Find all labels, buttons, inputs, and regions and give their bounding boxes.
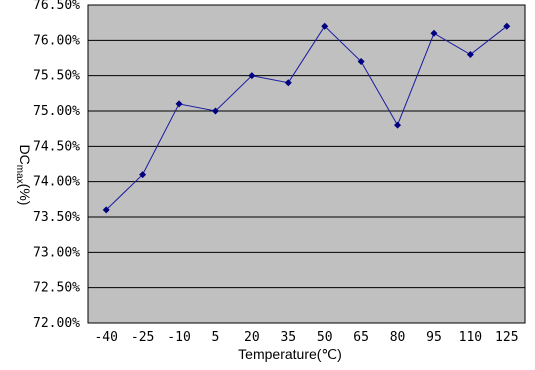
x-tick-label: 110 <box>459 330 482 345</box>
x-tick-label: -40 <box>94 330 117 345</box>
data-point <box>211 107 219 115</box>
x-axis-label: Temperature(℃) <box>238 346 342 362</box>
x-tick-label: -25 <box>131 330 154 345</box>
y-tick-label: 72.50% <box>33 281 80 296</box>
data-point <box>357 58 365 66</box>
x-tick-label: 35 <box>280 330 296 345</box>
data-point <box>503 22 511 30</box>
y-tick-label: 73.00% <box>33 245 80 260</box>
y-axis-label-unit: (%) <box>17 184 33 206</box>
y-tick-label: 76.50% <box>33 0 80 13</box>
x-tick-label: 65 <box>353 330 369 345</box>
data-markers <box>102 22 511 214</box>
data-point <box>430 29 438 37</box>
data-point <box>248 72 256 80</box>
y-tick-label: 74.50% <box>33 139 80 154</box>
y-tick-label: 73.50% <box>33 210 80 225</box>
y-tick-label: 75.00% <box>33 104 80 119</box>
x-tick-label: 95 <box>426 330 442 345</box>
series-line <box>105 25 508 211</box>
y-tick-label: 74.00% <box>33 175 80 190</box>
y-tick-label: 72.00% <box>33 316 80 331</box>
y-axis-label-main: DC <box>17 145 33 165</box>
gridlines <box>88 39 525 289</box>
x-tick-label: 50 <box>317 330 333 345</box>
y-tick-labels: 72.00% 72.50% 73.00% 73.50% 74.00% 74.50% 75.0… <box>33 0 80 331</box>
x-tick-label: -10 <box>167 330 190 345</box>
data-point <box>284 79 292 87</box>
y-axis-label: DCmax(%) <box>14 145 33 206</box>
data-point <box>102 206 110 214</box>
x-tick-labels: -40 -25 -10 5 20 35 50 65 80 95 110 125 <box>94 330 518 345</box>
data-point <box>394 121 402 129</box>
data-point <box>175 100 183 108</box>
y-axis-label-sub: max <box>14 165 25 184</box>
x-tick-label: 5 <box>212 330 220 345</box>
plot-area <box>87 4 526 324</box>
x-tick-label: 80 <box>390 330 406 345</box>
x-tick-label: 125 <box>495 330 518 345</box>
y-tick-label: 75.50% <box>33 69 80 84</box>
data-point <box>139 171 147 179</box>
x-tick-label: 20 <box>244 330 260 345</box>
data-point <box>466 50 474 58</box>
data-point <box>321 22 329 30</box>
y-tick-label: 76.00% <box>33 33 80 48</box>
